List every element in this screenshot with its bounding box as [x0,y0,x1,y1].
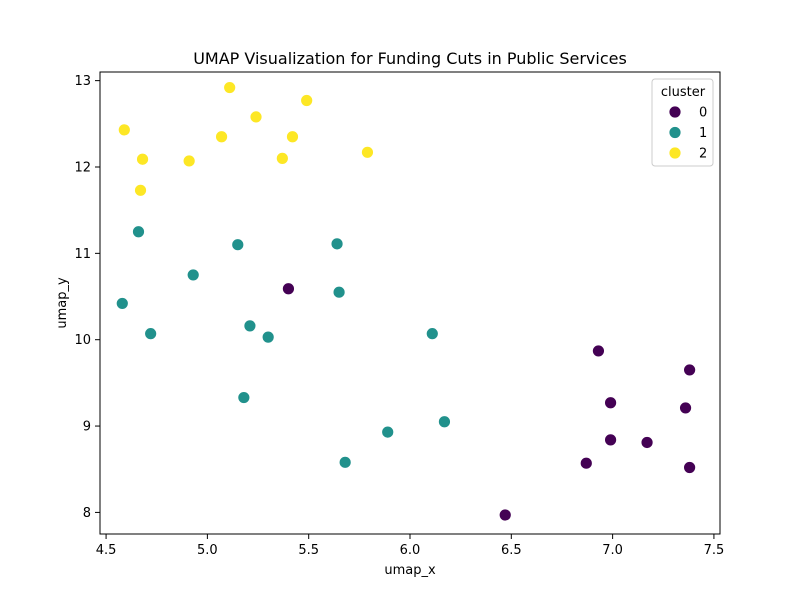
point-cluster-1-3 [186,268,200,282]
point-cluster-0-8 [683,461,697,474]
point-cluster-0-2 [683,363,697,377]
point-cluster-2-2 [249,110,263,124]
y-tick-label: 10 [74,333,91,348]
legend-entries: 0 1 2 [668,105,707,162]
point-cluster-1-4 [115,297,129,310]
point-cluster-2-8 [182,154,196,168]
point-cluster-0-9 [498,508,512,522]
y-axis-label: umap_y [55,277,70,329]
legend-marker-2 [668,146,682,160]
point-cluster-1-6 [243,319,257,333]
x-axis: 4.5 5.0 5.5 6.0 6.5 7.0 7.5 [96,534,725,558]
x-tick-label: 5.0 [197,543,218,558]
point-cluster-0-4 [679,401,692,415]
point-cluster-1-0 [132,225,145,239]
legend-marker-1 [668,126,682,139]
point-cluster-1-10 [237,391,251,404]
plot-frame [99,71,721,535]
legend-label-2: 2 [699,147,707,162]
legend-marker-0 [668,105,682,119]
y-tick-label: 12 [74,160,91,175]
point-cluster-1-5 [332,285,346,299]
legend-title: cluster [661,85,706,100]
point-cluster-2-6 [361,145,374,159]
legend-label-1: 1 [699,126,707,141]
x-tick-label: 4.5 [96,543,117,558]
point-cluster-0-5 [604,433,617,447]
legend-box [651,78,714,167]
point-cluster-2-4 [215,130,228,144]
point-cluster-1-2 [330,237,344,251]
x-tick-label: 5.5 [298,543,319,558]
point-cluster-0-1 [592,344,605,358]
point-cluster-1-7 [144,327,158,341]
x-tick-label: 6.5 [501,543,522,558]
point-cluster-1-1 [231,238,245,252]
point-cluster-2-7 [136,152,149,166]
y-tick-label: 13 [74,74,91,89]
point-cluster-2-3 [117,123,131,137]
point-cluster-1-8 [261,330,275,344]
point-cluster-2-0 [223,81,237,94]
points-layer [115,81,697,522]
point-cluster-2-1 [300,94,314,107]
legend-label-0: 0 [699,106,707,121]
y-tick-label: 8 [83,506,91,521]
y-axis: 8 9 10 11 12 13 [74,74,100,521]
legend: cluster 0 1 2 [651,78,714,167]
x-tick-label: 6.0 [400,543,421,558]
point-cluster-1-11 [438,415,451,429]
y-tick-label: 9 [83,420,91,435]
point-cluster-0-0 [282,282,295,296]
point-cluster-1-9 [425,327,439,341]
point-cluster-2-10 [134,183,147,197]
point-cluster-0-6 [640,436,654,449]
point-cluster-2-5 [286,130,299,144]
x-tick-label: 7.5 [704,543,725,558]
y-tick-label: 11 [74,247,91,262]
chart-title: UMAP Visualization for Funding Cuts in P… [193,49,627,68]
point-cluster-1-13 [338,455,352,469]
x-axis-label: umap_x [384,563,436,578]
point-cluster-0-3 [604,396,617,410]
point-cluster-2-9 [275,151,289,165]
point-cluster-0-7 [579,456,593,470]
point-cluster-1-12 [381,425,395,439]
x-tick-label: 7.0 [602,543,623,558]
